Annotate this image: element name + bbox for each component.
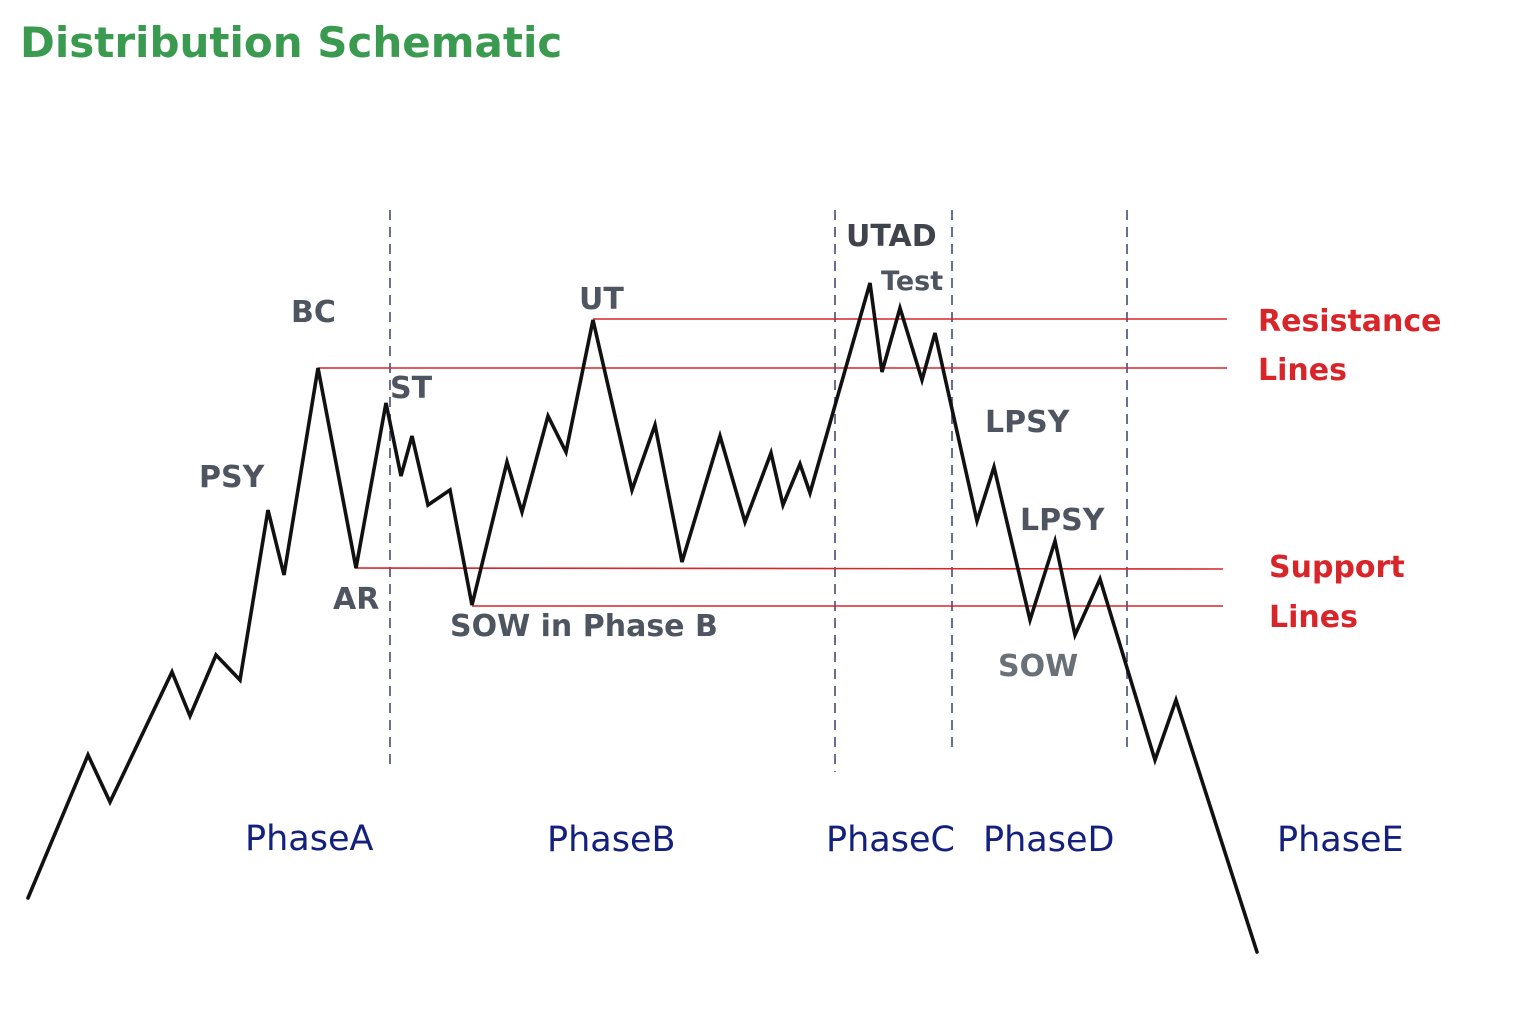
phase-label-a: PhaseA — [245, 819, 374, 859]
resistance-label-line-1: Resistance — [1258, 304, 1442, 339]
label-psy: PSY — [199, 460, 266, 495]
support-label-line-1: Support — [1269, 550, 1405, 585]
label-ar: AR — [333, 582, 379, 617]
price-path — [26, 282, 1259, 954]
label-lpsy-1: LPSY — [985, 405, 1071, 440]
support-label-line-2: Lines — [1269, 600, 1358, 635]
label-utad: UTAD — [846, 219, 937, 254]
support-line-upper — [354, 567, 1224, 570]
phase-label-b: PhaseB — [547, 820, 676, 860]
label-ut: UT — [579, 282, 624, 317]
phase-label-e: PhaseE — [1277, 820, 1404, 860]
label-sow: SOW — [998, 649, 1078, 684]
phase-label-d: PhaseD — [983, 820, 1114, 860]
label-bc: BC — [291, 295, 336, 330]
label-st: ST — [390, 371, 433, 406]
label-lpsy-2: LPSY — [1020, 503, 1106, 538]
page-title: Distribution Schematic — [20, 18, 563, 67]
label-test: Test — [881, 266, 943, 297]
label-sow-in-phase-b: SOW in Phase B — [450, 609, 718, 644]
phase-label-c: PhaseC — [826, 820, 955, 860]
resistance-label-line-2: Lines — [1258, 353, 1347, 388]
